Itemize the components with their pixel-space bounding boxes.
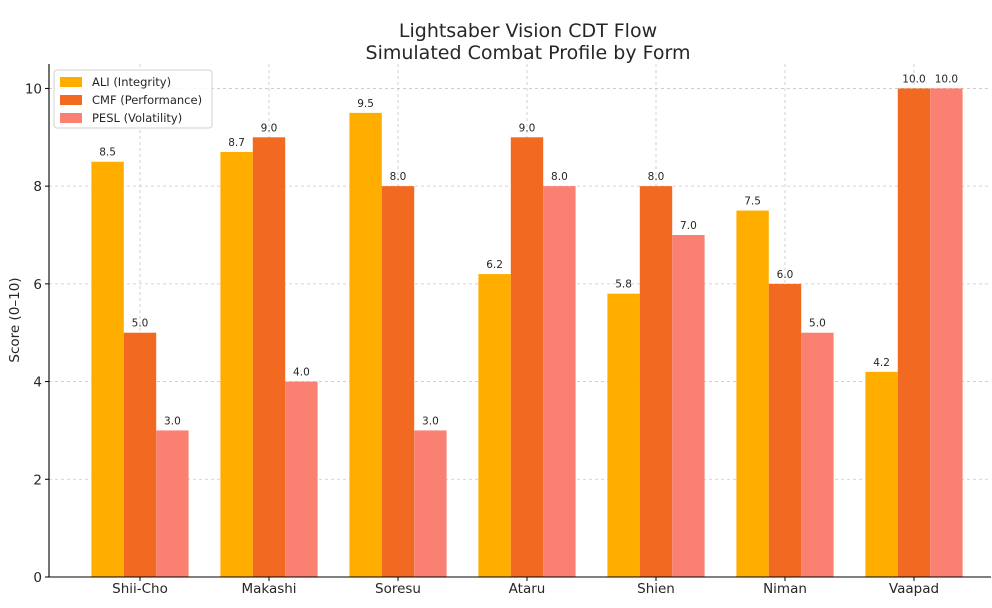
bar-value-label: 3.0 xyxy=(422,415,439,427)
legend: ALI (Integrity) CMF (Performance) PESL (Vo… xyxy=(53,69,213,129)
bar xyxy=(801,332,834,577)
bar-value-label: 8.0 xyxy=(648,171,665,183)
x-tick-label: Shien xyxy=(637,581,675,597)
bar xyxy=(543,186,576,577)
bar-value-label: 10.0 xyxy=(902,73,925,85)
x-tick-label: Ataru xyxy=(509,581,546,597)
x-tick-label: Makashi xyxy=(241,581,296,597)
bars-layer xyxy=(91,88,963,578)
bar-value-label: 5.0 xyxy=(809,318,826,330)
bar xyxy=(349,112,382,577)
y-tick-label: 4 xyxy=(33,375,42,391)
bar xyxy=(285,381,318,577)
legend-entry-label: ALI (Integrity) xyxy=(92,75,171,89)
bar-value-label: 9.5 xyxy=(357,98,374,110)
bar xyxy=(478,274,511,577)
bar-value-label: 7.5 xyxy=(744,196,761,208)
bar xyxy=(736,210,769,578)
bar xyxy=(672,235,705,577)
data-labels-layer: 8.5 8.7 9.5 6.2 5.8 7.5 4.2 5.0 9.0 8.0 9.0 8.0 6.0 1… xyxy=(99,73,958,427)
chart-subtitle: Simulated Combat Profile by Form xyxy=(366,42,691,64)
y-axis-label: Score (0–10) xyxy=(7,277,23,362)
legend-entry-label: CMF (Performance) xyxy=(92,93,202,107)
bar-value-label: 8.0 xyxy=(390,171,407,183)
bar-value-label: 8.7 xyxy=(228,137,245,149)
bar xyxy=(414,430,447,577)
bar xyxy=(639,186,673,577)
y-tick-label: 8 xyxy=(33,179,42,195)
bar xyxy=(252,137,286,578)
y-tick-label: 0 xyxy=(33,570,42,586)
legend-entry-label: PESL (Volatility) xyxy=(92,111,182,125)
legend-frame xyxy=(53,69,213,129)
y-tick-label: 10 xyxy=(25,81,42,97)
x-tick-label: Shii-Cho xyxy=(112,581,168,597)
legend-swatch xyxy=(60,95,82,105)
bar-value-label: 8.0 xyxy=(551,171,568,183)
bar-value-label: 7.0 xyxy=(680,220,697,232)
bar-value-label: 10.0 xyxy=(935,73,958,85)
bar-value-label: 9.0 xyxy=(261,122,278,134)
ticks-layer: 0 2 4 6 8 10 Shii-Cho Makashi Soresu Ataru Shien Ni… xyxy=(25,81,939,597)
legend-swatch xyxy=(60,77,82,87)
bar-value-label: 5.0 xyxy=(132,318,149,330)
x-tick-label: Niman xyxy=(763,581,807,597)
y-tick-label: 6 xyxy=(33,277,42,293)
bar xyxy=(123,332,157,577)
bar xyxy=(381,186,415,577)
bar xyxy=(91,161,124,577)
y-tick-label: 2 xyxy=(33,472,42,488)
bar-value-label: 3.0 xyxy=(164,415,181,427)
bar xyxy=(510,137,544,578)
bar xyxy=(930,88,963,577)
bar-value-label: 6.0 xyxy=(777,269,794,281)
bar-value-label: 5.8 xyxy=(615,279,632,291)
bar-value-label: 9.0 xyxy=(519,122,536,134)
bar-value-label: 4.0 xyxy=(293,367,310,379)
bar-value-label: 8.5 xyxy=(99,147,116,159)
bar xyxy=(156,430,189,577)
bar xyxy=(897,88,931,577)
x-tick-label: Vaapad xyxy=(889,581,939,597)
bar-value-label: 6.2 xyxy=(486,259,503,271)
bar xyxy=(865,371,898,577)
x-tick-label: Soresu xyxy=(375,581,421,597)
bar xyxy=(220,151,253,577)
bar-value-label: 4.2 xyxy=(873,357,890,369)
axes-layer xyxy=(48,64,991,578)
legend-swatch xyxy=(60,113,82,123)
bar xyxy=(607,293,640,577)
bar xyxy=(768,283,802,577)
chart-title: Lightsaber Vision CDT Flow xyxy=(399,20,657,42)
